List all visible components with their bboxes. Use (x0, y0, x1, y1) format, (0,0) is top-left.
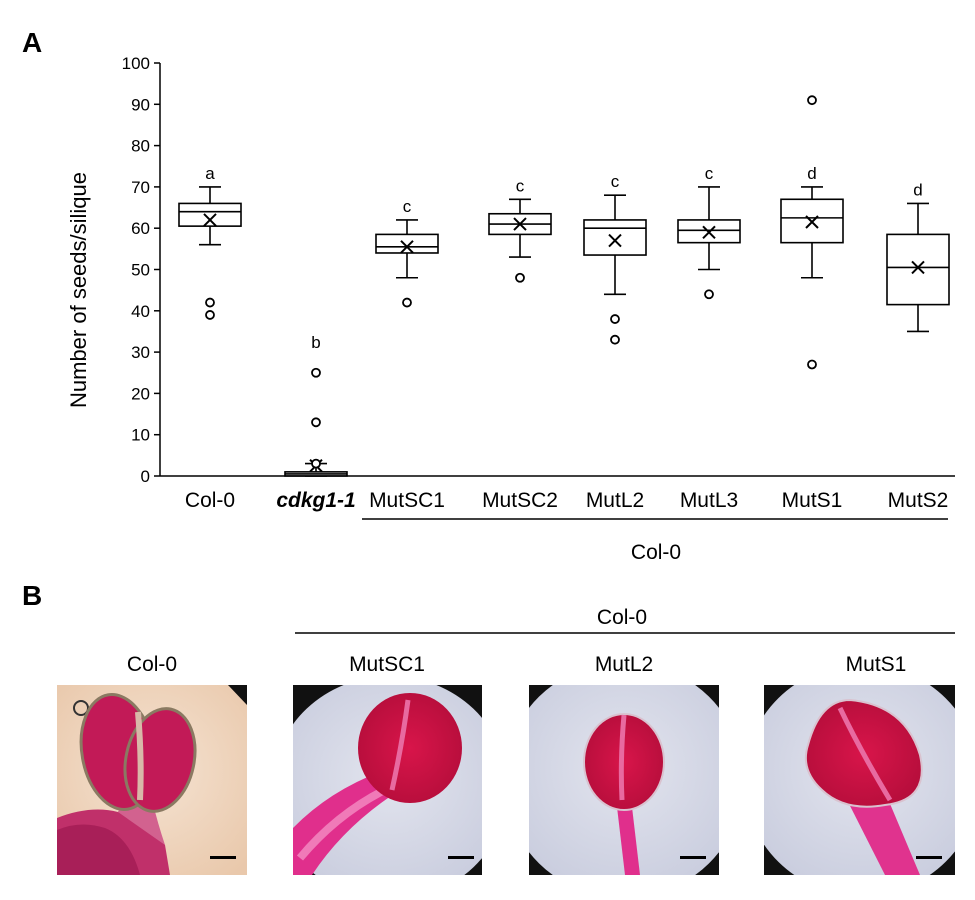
x-tick-label: cdkg1-1 (276, 489, 355, 512)
outlier-point (610, 314, 620, 324)
mean-marker (608, 233, 622, 248)
significance-letter: c (403, 197, 412, 216)
significance-letter: a (205, 164, 215, 183)
box-iqr (375, 233, 439, 254)
image-label-muts1: MutS1 (846, 653, 907, 676)
y-tick-label: 10 (131, 426, 150, 445)
panel-b-group-label: Col-0 (597, 606, 647, 629)
significance-letter: c (611, 172, 620, 191)
x-tick-label: Col-0 (185, 489, 235, 512)
y-tick-label: 0 (141, 467, 150, 486)
image-label-mutsc1: MutSC1 (349, 653, 425, 676)
y-tick-label: 100 (122, 54, 150, 73)
significance-letter: c (516, 176, 525, 195)
image-label-col0: Col-0 (127, 653, 177, 676)
outlier-point (402, 297, 412, 308)
y-axis-label: Number of seeds/silique (66, 172, 91, 408)
significance-letter: c (705, 164, 714, 183)
micrograph-muts1 (764, 685, 955, 875)
box-iqr (886, 233, 950, 306)
box-mutl2: c (583, 172, 647, 345)
outlier-point (807, 95, 817, 106)
outlier-point (205, 310, 215, 320)
micrograph-mutsc1 (293, 685, 482, 875)
x-tick-label: MutSC2 (482, 489, 558, 512)
box-cdkg1-1: b (284, 333, 348, 477)
outlier-point (311, 458, 321, 469)
micrograph-col0 (57, 685, 247, 875)
mean-marker (513, 217, 527, 231)
y-tick-label: 40 (131, 302, 150, 321)
x-tick-label: MutL2 (586, 489, 644, 512)
box-iqr (583, 219, 647, 256)
mean-marker (702, 225, 716, 240)
outlier-point (515, 272, 525, 283)
y-tick-label: 90 (131, 95, 150, 114)
mean-marker (203, 213, 217, 227)
x-tick-label: MutL3 (680, 489, 738, 512)
outlier-point (311, 417, 321, 428)
y-tick-label: 60 (131, 219, 150, 238)
outlier-point (205, 297, 215, 308)
significance-letter: d (913, 180, 922, 199)
outlier-point (311, 367, 321, 378)
mean-marker (805, 215, 819, 229)
box-plots: a b c c c c d d (178, 95, 950, 477)
box-mutsc2: c (488, 176, 552, 283)
box-mutl3: c (677, 164, 741, 300)
mean-marker (400, 240, 414, 254)
outlier-point (807, 359, 817, 370)
x-tick-label: MutS2 (888, 489, 949, 512)
outlier-point (610, 334, 620, 345)
x-axis: Col-0 cdkg1-1 MutSC1 MutSC2 MutL2 MutL3 MutS1 M… (160, 475, 955, 512)
x-tick-label: MutS1 (782, 489, 843, 512)
outlier-point (704, 289, 714, 300)
panel-label-a: A (22, 27, 42, 58)
image-label-mutl2: MutL2 (595, 653, 653, 676)
significance-letter: d (807, 164, 816, 183)
y-tick-label: 80 (131, 137, 150, 156)
group-label: Col-0 (631, 541, 681, 564)
micrograph-mutl2 (529, 685, 719, 875)
panel-label-b: B (22, 580, 42, 611)
box-muts1: d (780, 95, 844, 370)
y-tick-label: 70 (131, 178, 150, 197)
significance-letter: b (311, 333, 320, 352)
box-mutsc1: c (375, 197, 439, 308)
box-muts2: d (886, 180, 950, 333)
y-tick-label: 30 (131, 343, 150, 362)
box-col-0: a (178, 164, 242, 320)
x-tick-label: MutSC1 (369, 489, 445, 512)
y-tick-label: 20 (131, 384, 150, 403)
box-iqr (178, 202, 242, 227)
mean-marker (911, 260, 925, 275)
y-axis: 0 10 20 30 40 50 60 70 80 90 100 (122, 54, 161, 486)
y-tick-label: 50 (131, 261, 150, 280)
